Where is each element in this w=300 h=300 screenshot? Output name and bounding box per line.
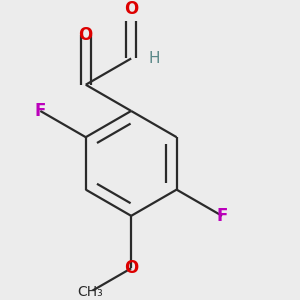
Text: O: O: [79, 26, 93, 44]
Text: F: F: [34, 102, 46, 120]
Text: H: H: [149, 51, 160, 66]
Text: F: F: [216, 207, 228, 225]
Text: O: O: [124, 0, 138, 18]
Text: O: O: [124, 259, 138, 277]
Text: CH₃: CH₃: [77, 285, 103, 299]
